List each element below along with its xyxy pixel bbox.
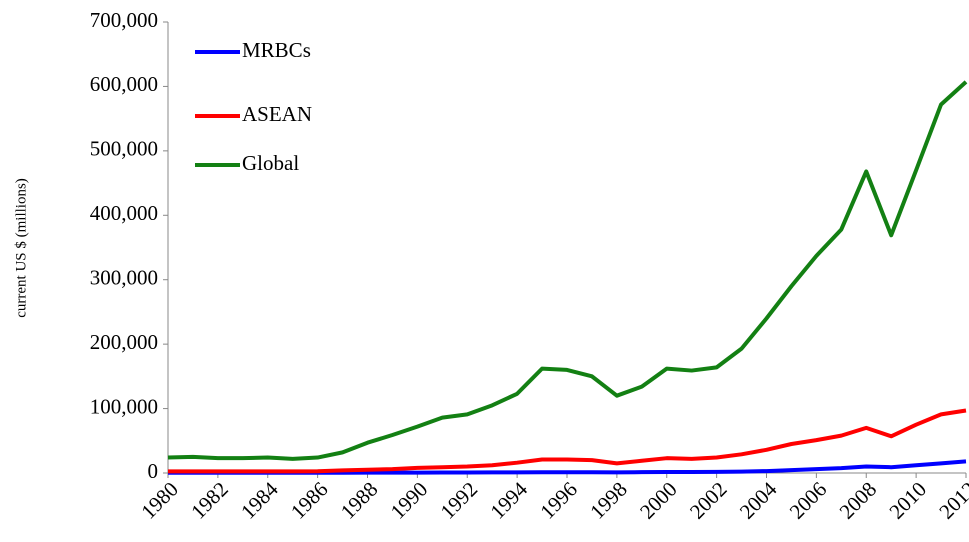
x-tick-label: 1984 [236,477,283,524]
y-tick-label: 300,000 [90,266,158,290]
x-tick-label: 1998 [585,477,632,524]
legend-label: MRBCs [242,38,311,62]
x-tick-label: 2004 [735,477,782,524]
x-tick-label: 1992 [436,477,483,524]
y-tick-label: 500,000 [90,137,158,161]
x-tick-label: 1990 [386,477,433,524]
legend-label: ASEAN [242,102,312,126]
x-tick-label: 2012 [934,477,969,524]
x-tick-label: 2002 [685,477,732,524]
x-tick-label: 2008 [835,477,882,524]
x-tick-label: 1996 [535,477,582,524]
x-tick-label: 2010 [884,477,931,524]
x-tick-label: 1994 [485,477,532,524]
x-tick-label: 1982 [186,477,233,524]
y-tick-label: 0 [148,459,159,483]
x-tick-label: 2006 [785,477,832,524]
x-tick-label: 1980 [136,477,183,524]
x-tick-label: 1986 [286,477,333,524]
y-tick-label: 100,000 [90,394,158,418]
series-line [167,80,968,461]
series-line [168,408,967,474]
y-axis-label: current US $ (millions) [13,178,29,318]
x-tick-label: 2000 [635,477,682,524]
y-tick-label: 700,000 [90,8,158,32]
y-tick-label: 200,000 [90,330,158,354]
legend-label: Global [242,151,299,175]
y-tick-label: 400,000 [90,201,158,225]
y-tick-label: 600,000 [90,72,158,96]
x-tick-label: 1988 [336,477,383,524]
